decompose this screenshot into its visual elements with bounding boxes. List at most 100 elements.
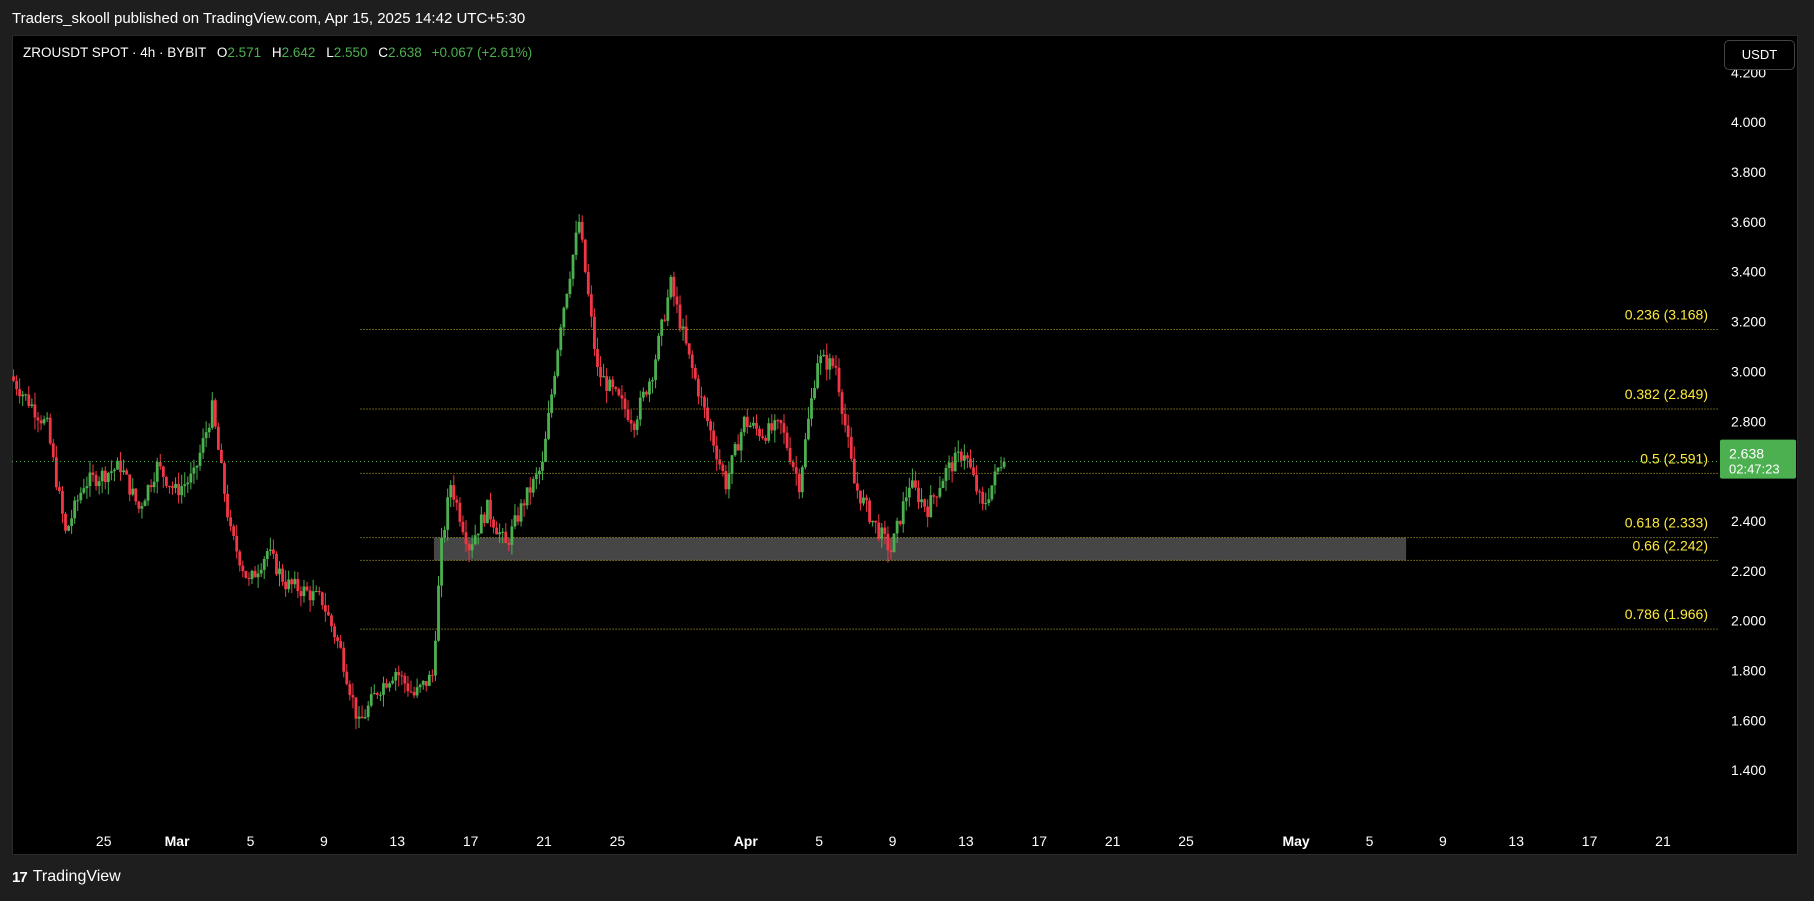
candle-body xyxy=(620,395,624,399)
candle-body xyxy=(116,460,119,470)
candle-body xyxy=(666,297,670,321)
candle-body xyxy=(317,591,321,593)
candle-body xyxy=(320,592,324,606)
fib-level-label: 0.5 (2.591) xyxy=(1640,450,1708,466)
x-axis-tick-label: 5 xyxy=(815,833,823,849)
candle-body xyxy=(415,687,419,696)
y-axis-tick-label: 1.800 xyxy=(1731,662,1766,678)
candle-body xyxy=(593,316,596,350)
high-value: 2.642 xyxy=(281,45,316,60)
candle-body xyxy=(981,491,985,504)
candle-body xyxy=(97,481,101,487)
chart-pane[interactable] xyxy=(12,35,1798,855)
candle-body xyxy=(155,461,159,482)
candle-body xyxy=(24,394,28,396)
candle-body xyxy=(571,254,575,279)
candle-body xyxy=(64,513,67,531)
candle-body xyxy=(947,462,951,468)
candle-body xyxy=(21,394,25,397)
candle-body xyxy=(785,432,789,448)
candle-body xyxy=(920,499,923,503)
candle-body xyxy=(703,396,706,408)
candle-body xyxy=(342,647,346,672)
candle-body xyxy=(164,476,168,486)
y-axis-tick-label: 1.400 xyxy=(1731,762,1766,778)
candle-body xyxy=(406,683,410,692)
candle-body xyxy=(189,473,193,483)
candle-body xyxy=(174,483,177,488)
y-axis-tick-label: 3.600 xyxy=(1731,214,1766,230)
fib-level-label: 0.66 (2.242) xyxy=(1633,537,1709,553)
candle-body xyxy=(556,350,560,376)
candle-body xyxy=(382,683,385,695)
candle-body xyxy=(865,497,868,501)
candle-body xyxy=(810,398,813,419)
candle-body xyxy=(256,573,260,578)
candle-body xyxy=(752,422,755,426)
high-label: H xyxy=(271,45,282,60)
candle-body xyxy=(843,413,847,426)
candle-body xyxy=(409,691,413,693)
candle-body xyxy=(143,500,147,507)
candle-body xyxy=(250,570,254,580)
candle-body xyxy=(207,427,211,433)
candle-body xyxy=(259,569,263,574)
candle-body xyxy=(617,389,621,396)
y-axis-tick-label: 2.200 xyxy=(1731,563,1766,579)
candle-body xyxy=(403,675,407,684)
currency-button[interactable]: USDT xyxy=(1724,40,1795,70)
candle-body xyxy=(950,462,954,472)
candle-body xyxy=(122,470,125,473)
candle-body xyxy=(339,641,343,648)
candle-body xyxy=(470,544,474,551)
candle-body xyxy=(265,550,269,559)
candle-body xyxy=(733,444,737,456)
candle-body xyxy=(232,526,236,536)
candle-body xyxy=(372,693,376,695)
x-axis-tick-label: 9 xyxy=(320,833,328,849)
candle-body xyxy=(363,716,367,719)
candle-body xyxy=(565,293,569,308)
candle-body xyxy=(525,487,529,506)
candle-body xyxy=(33,404,37,418)
candle-body xyxy=(168,485,171,487)
candle-body xyxy=(498,532,502,535)
candle-body xyxy=(394,672,398,681)
x-axis-tick-label: 5 xyxy=(247,833,255,849)
symbol-legend: ZROUSDT SPOT · 4h · BYBIT O2.571 H2.642 … xyxy=(23,45,532,60)
candle-body xyxy=(849,436,853,459)
candle-body xyxy=(455,499,459,503)
tradingview-footer: 17 TradingView xyxy=(12,868,121,886)
candle-body xyxy=(910,480,914,488)
candle-body xyxy=(611,379,615,388)
candle-body xyxy=(880,527,884,539)
candle-body xyxy=(360,716,364,719)
candle-body xyxy=(969,458,972,468)
candle-body xyxy=(1002,461,1006,468)
candle-body xyxy=(375,693,379,695)
candle-body xyxy=(427,674,431,686)
candle-body xyxy=(522,503,526,506)
candle-body xyxy=(574,232,578,255)
candle-body xyxy=(357,716,361,719)
candle-body xyxy=(904,497,908,502)
open-value: 2.571 xyxy=(227,45,262,60)
candle-body xyxy=(213,400,217,427)
candle-body xyxy=(886,533,890,551)
candle-body xyxy=(109,471,113,473)
candle-body xyxy=(45,417,49,420)
candle-body xyxy=(351,695,355,698)
candle-body xyxy=(748,425,752,428)
candle-body xyxy=(996,467,1000,472)
candle-body xyxy=(308,590,312,601)
candle-body xyxy=(201,438,205,453)
x-axis-tick-label: 9 xyxy=(1439,833,1447,849)
candle-body xyxy=(926,506,930,518)
candle-body xyxy=(492,519,495,528)
candle-body xyxy=(421,680,425,685)
candle-body xyxy=(562,307,566,328)
candle-body xyxy=(528,487,532,493)
candle-body xyxy=(516,515,520,522)
candle-body xyxy=(999,467,1003,469)
